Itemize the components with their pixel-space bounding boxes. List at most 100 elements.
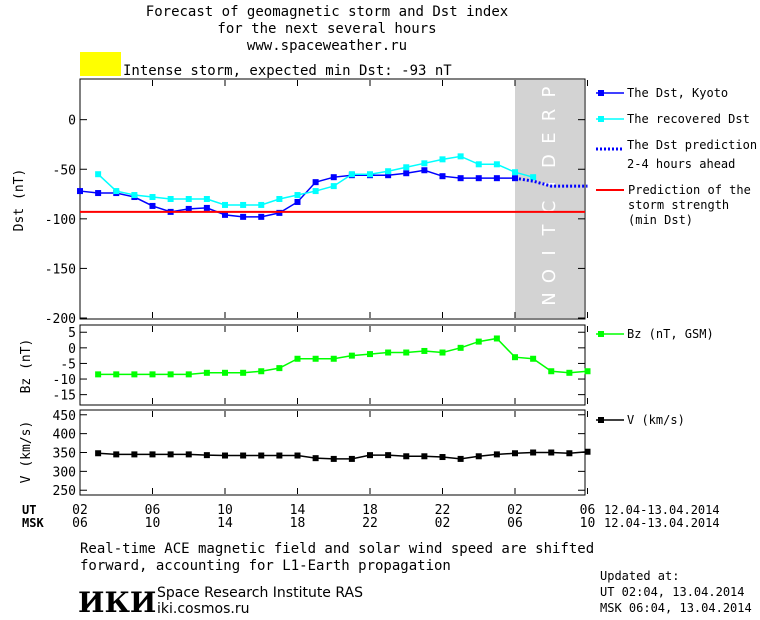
y-tick-label: 0 <box>68 114 76 129</box>
data-point <box>530 355 537 362</box>
v-panel-frame <box>79 409 586 496</box>
data-point <box>457 344 464 351</box>
prediction-zone-label: P RED I CT I ON <box>539 86 560 305</box>
data-point <box>240 201 247 208</box>
data-point <box>457 153 464 160</box>
msk-tick-label: 10 <box>145 516 161 531</box>
v-panel: 450 400 350 300 250 <box>53 409 591 499</box>
data-point <box>113 451 120 458</box>
msk-tick-label: 18 <box>290 516 306 531</box>
data-point <box>95 171 102 178</box>
data-point <box>276 452 283 459</box>
data-point <box>421 160 428 167</box>
data-point <box>439 349 446 356</box>
data-point <box>258 452 265 459</box>
legend-v: V (km/s) <box>627 413 685 427</box>
data-point <box>475 161 482 168</box>
data-point <box>95 450 102 457</box>
data-point <box>167 371 174 378</box>
data-point <box>439 454 446 461</box>
data-point <box>312 355 319 362</box>
data-point <box>367 351 373 358</box>
data-point <box>222 452 228 459</box>
ut-tick-label: 10 <box>217 503 233 518</box>
data-point <box>113 188 120 195</box>
chart-title-line1: Forecast of geomagnetic storm and Dst in… <box>146 4 508 20</box>
data-point <box>421 453 428 460</box>
y-tick-label: 5 <box>68 326 76 341</box>
data-point <box>330 355 337 362</box>
data-point <box>530 449 537 456</box>
data-point <box>149 371 156 378</box>
y-tick-label: -50 <box>53 163 76 178</box>
data-point <box>457 175 464 182</box>
data-point <box>421 347 428 354</box>
data-point <box>131 451 138 458</box>
data-point <box>493 175 500 182</box>
data-point <box>131 371 138 378</box>
data-point <box>330 455 337 462</box>
data-point <box>403 453 410 460</box>
data-point <box>493 451 500 458</box>
v-axis-label: V (km/s) <box>19 421 34 484</box>
prediction-letter: T <box>539 224 560 237</box>
data-point <box>385 349 392 356</box>
dst-panel-frame <box>79 78 586 320</box>
tick-marks <box>79 80 588 494</box>
prediction-letter: I <box>539 181 560 186</box>
dst-panel: 0 -50 -100 -150 -200 <box>45 114 588 327</box>
ut-tick-label: 06 <box>145 503 161 518</box>
legend-bz: Bz (nT, GSM) <box>627 327 714 341</box>
legend-strength-2: storm strength <box>628 198 729 212</box>
data-point <box>512 354 518 361</box>
data-point <box>203 452 210 459</box>
data-point <box>167 451 174 458</box>
data-point <box>77 188 83 195</box>
data-point <box>185 451 192 458</box>
data-point <box>240 213 247 220</box>
data-point <box>566 450 573 457</box>
bz-panel: 50-5-10-15 <box>53 326 591 404</box>
y-tick-label: -10 <box>53 373 76 388</box>
footer-note-line2: forward, accounting for L1-Earth propaga… <box>80 558 451 574</box>
ut-tick-label: 02 <box>72 503 88 518</box>
data-point <box>222 201 228 208</box>
data-point <box>475 338 482 345</box>
data-point <box>185 196 192 202</box>
data-point <box>385 168 392 175</box>
data-point <box>512 450 518 457</box>
data-point <box>475 453 482 460</box>
data-point <box>439 156 446 163</box>
site-url: www.spaceweather.ru <box>247 38 407 54</box>
y-tick-label: 250 <box>53 484 76 499</box>
institute-name: Space Research Institute RAS <box>157 585 363 601</box>
data-point <box>566 369 573 376</box>
data-point <box>493 335 500 342</box>
data-point <box>548 449 555 456</box>
prediction-zone <box>515 80 584 318</box>
data-point <box>330 183 337 190</box>
y-tick-label: -5 <box>60 357 76 372</box>
data-point <box>403 170 410 177</box>
institute-website[interactable]: iki.cosmos.ru <box>157 601 249 617</box>
ut-tick-label: 02 <box>507 503 523 518</box>
chart-title-line2: for the next several hours <box>217 21 436 37</box>
legend-prediction-2: 2-4 hours ahead <box>627 157 735 171</box>
ut-tick-label: 18 <box>362 503 378 518</box>
ut-row-label: UT <box>22 503 36 517</box>
ut-tick-label: 22 <box>435 503 451 518</box>
data-point <box>131 192 138 199</box>
dst-axis-label: Dst (nT) <box>12 169 27 232</box>
msk-tick-label: 10 <box>580 516 596 531</box>
updated-msk: MSK 06:04, 13.04.2014 <box>600 601 752 615</box>
data-point <box>203 204 210 211</box>
data-point <box>493 161 500 168</box>
msk-tick-label: 02 <box>435 516 451 531</box>
data-point <box>185 371 192 378</box>
prediction-letter: O <box>539 269 560 283</box>
data-point <box>421 167 428 174</box>
msk-date-range: 12.04-13.04.2014 <box>604 516 720 530</box>
data-point <box>348 171 355 178</box>
legend-bz-marker <box>598 331 604 337</box>
legend-v-marker <box>598 417 604 423</box>
